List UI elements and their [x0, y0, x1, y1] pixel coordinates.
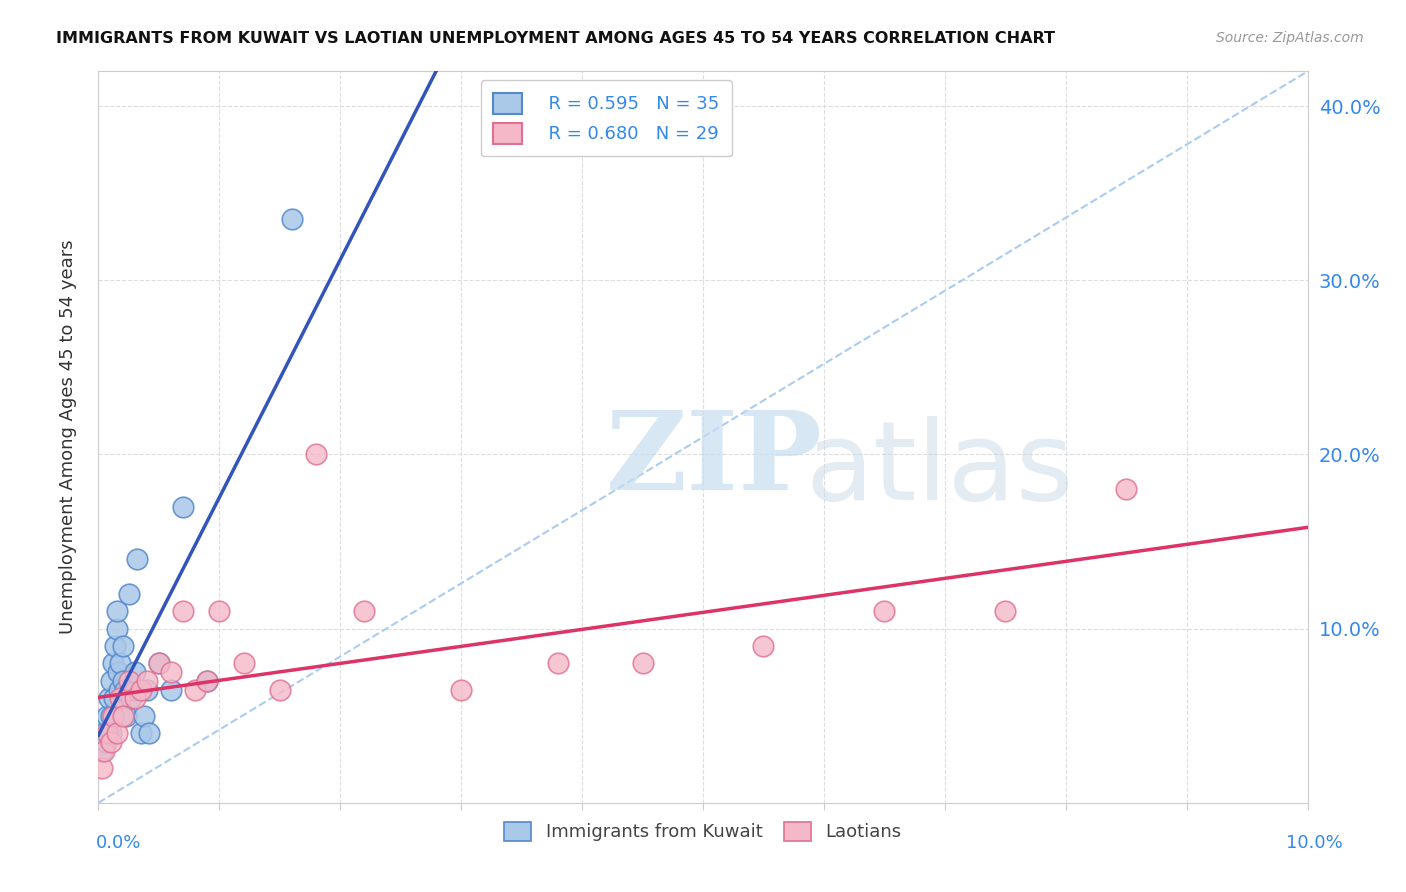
Point	[269, 682, 291, 697]
Point	[208, 604, 231, 618]
Point	[631, 657, 654, 671]
Point	[97, 726, 120, 740]
Point	[148, 657, 170, 671]
Point	[195, 673, 218, 688]
Point	[105, 622, 128, 636]
Point	[91, 761, 114, 775]
Point	[105, 604, 128, 618]
Point	[96, 708, 118, 723]
Point	[114, 682, 136, 697]
Point	[135, 682, 157, 697]
Point	[184, 682, 207, 697]
Point	[100, 726, 122, 740]
Point	[115, 708, 138, 723]
Point	[172, 604, 194, 618]
Point	[873, 604, 896, 618]
Text: 0.0%: 0.0%	[96, 834, 141, 852]
Point	[101, 708, 124, 723]
Point	[124, 691, 146, 706]
Point	[103, 691, 125, 706]
Point	[450, 682, 472, 697]
Text: 10.0%: 10.0%	[1286, 834, 1343, 852]
Point	[111, 673, 134, 688]
Point	[94, 735, 117, 749]
Point	[100, 708, 122, 723]
Point	[160, 665, 183, 680]
Point	[120, 691, 142, 706]
Point	[232, 657, 254, 671]
Text: ZIP: ZIP	[606, 406, 823, 513]
Point	[547, 657, 569, 671]
Point	[127, 552, 149, 566]
Point	[1115, 483, 1137, 497]
Point	[93, 726, 115, 740]
Point	[752, 639, 775, 653]
Point	[148, 657, 170, 671]
Point	[195, 673, 218, 688]
Point	[124, 682, 146, 697]
Point	[353, 604, 375, 618]
Point	[118, 587, 141, 601]
Point	[124, 665, 146, 680]
Point	[172, 500, 194, 514]
Point	[118, 673, 141, 688]
Point	[105, 726, 128, 740]
Text: atlas: atlas	[806, 417, 1074, 524]
Point	[98, 691, 121, 706]
Point	[129, 682, 152, 697]
Point	[101, 657, 124, 671]
Point	[108, 657, 131, 671]
Point	[111, 708, 134, 723]
Point	[134, 708, 156, 723]
Point	[160, 682, 183, 697]
Point	[305, 448, 328, 462]
Text: Source: ZipAtlas.com: Source: ZipAtlas.com	[1216, 31, 1364, 45]
Point	[93, 743, 115, 757]
Y-axis label: Unemployment Among Ages 45 to 54 years: Unemployment Among Ages 45 to 54 years	[59, 240, 77, 634]
Point	[104, 639, 127, 653]
Point	[994, 604, 1017, 618]
Point	[108, 682, 131, 697]
Point	[135, 673, 157, 688]
Text: IMMIGRANTS FROM KUWAIT VS LAOTIAN UNEMPLOYMENT AMONG AGES 45 TO 54 YEARS CORRELA: IMMIGRANTS FROM KUWAIT VS LAOTIAN UNEMPL…	[56, 31, 1056, 46]
Point	[96, 726, 118, 740]
Point	[100, 735, 122, 749]
Point	[138, 726, 160, 740]
Point	[100, 673, 122, 688]
Point	[129, 726, 152, 740]
Point	[91, 743, 114, 757]
Legend: Immigrants from Kuwait, Laotians: Immigrants from Kuwait, Laotians	[496, 814, 910, 848]
Point	[108, 691, 131, 706]
Point	[111, 639, 134, 653]
Point	[107, 665, 129, 680]
Point	[281, 212, 304, 227]
